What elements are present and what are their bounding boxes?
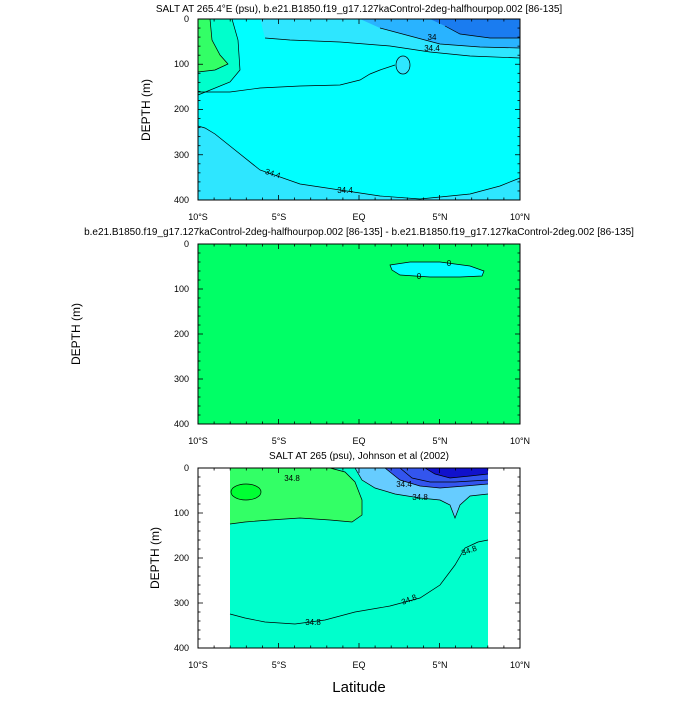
x-tick-label: 5°N bbox=[432, 660, 447, 670]
panel-1-y-axis-title: DEPTH (m) bbox=[139, 79, 153, 141]
x-tick-label: 10°N bbox=[510, 660, 530, 670]
y-tick-label: 400 bbox=[174, 419, 189, 429]
y-tick-label: 0 bbox=[184, 14, 189, 24]
y-tick-label: 200 bbox=[174, 329, 189, 339]
panel-2-contour bbox=[389, 261, 485, 278]
panel-3-contour-label: 34.8 bbox=[412, 493, 428, 502]
panel-1-fill-south-core bbox=[198, 19, 228, 72]
panel-3-title: SALT AT 265 (psu), Johnson et al (2002) bbox=[269, 451, 449, 462]
y-tick-label: 300 bbox=[174, 150, 189, 160]
panel-2-title: b.e21.B1850.f19_g17.127kaControl-2deg-ha… bbox=[84, 227, 634, 238]
panel-3-contour-label: 34.4 bbox=[396, 480, 412, 489]
panel-3-fill-salty bbox=[230, 468, 362, 524]
panel-3-contour-label: 34.8 bbox=[284, 474, 300, 483]
panel-2-ticks bbox=[197, 243, 521, 425]
panel-3-contours bbox=[229, 467, 489, 625]
panel-1-title: SALT AT 265.4°E (psu), b.e21.B1850.f19_g… bbox=[156, 4, 563, 15]
panel-1-contour-label: 34 bbox=[428, 33, 437, 42]
x-tick-label: 5°N bbox=[432, 436, 447, 446]
panel-3: SALT AT 265 (psu), Johnson et al (2002) … bbox=[148, 451, 530, 696]
panel-3-y-axis-title: DEPTH (m) bbox=[148, 527, 162, 589]
x-tick-label: 10°N bbox=[510, 436, 530, 446]
panel-3-contour-label: 34.8 bbox=[305, 618, 321, 627]
panel-1-fill-blob bbox=[396, 56, 410, 74]
panel-1-contours bbox=[197, 18, 521, 200]
panel-2-fill-anomaly bbox=[390, 262, 484, 277]
x-tick-label: 5°N bbox=[432, 212, 447, 222]
y-tick-label: 400 bbox=[174, 643, 189, 653]
panel-2-y-axis: 0 100 200 300 400 DEPTH (m) bbox=[69, 239, 189, 429]
y-tick-label: 100 bbox=[174, 508, 189, 518]
x-tick-label: EQ bbox=[352, 436, 365, 446]
x-tick-label: 5°S bbox=[272, 212, 287, 222]
panel-1-contour-label: 34.4 bbox=[337, 186, 353, 195]
x-tick-label: 10°S bbox=[188, 436, 208, 446]
panel-3-fill-core bbox=[231, 484, 261, 500]
x-tick-label: 10°N bbox=[510, 212, 530, 222]
panel-1-x-axis: 10°S 5°S EQ 5°N 10°N bbox=[188, 212, 530, 222]
y-tick-label: 400 bbox=[174, 195, 189, 205]
y-tick-label: 100 bbox=[174, 284, 189, 294]
panel-2-contour-label: 0 bbox=[417, 272, 422, 281]
y-tick-label: 0 bbox=[184, 463, 189, 473]
x-tick-label: 5°S bbox=[272, 660, 287, 670]
x-tick-label: 5°S bbox=[272, 436, 287, 446]
panel-1: SALT AT 265.4°E (psu), b.e21.B1850.f19_g… bbox=[139, 4, 562, 222]
y-tick-label: 200 bbox=[174, 553, 189, 563]
panel-1-fill-north-fresh bbox=[430, 19, 520, 38]
x-tick-label: 10°S bbox=[188, 660, 208, 670]
x-tick-label: EQ bbox=[352, 212, 365, 222]
panel-1-ticks bbox=[197, 18, 521, 201]
panel-3-x-axis: 10°S 5°S EQ 5°N 10°N bbox=[188, 660, 530, 670]
panel-2: b.e21.B1850.f19_g17.127kaControl-2deg-ha… bbox=[69, 227, 634, 446]
y-tick-label: 300 bbox=[174, 374, 189, 384]
panel-1-fill-deep bbox=[198, 126, 520, 200]
x-axis-title: Latitude bbox=[332, 679, 385, 696]
panel-1-contour-label: 34.4 bbox=[424, 44, 440, 53]
panel-3-ticks bbox=[197, 467, 521, 649]
y-tick-label: 300 bbox=[174, 598, 189, 608]
y-tick-label: 0 bbox=[184, 239, 189, 249]
panel-2-y-axis-title: DEPTH (m) bbox=[69, 303, 83, 365]
panel-2-contour-label: 0 bbox=[447, 259, 452, 268]
x-tick-label: 10°S bbox=[188, 212, 208, 222]
x-tick-label: EQ bbox=[352, 660, 365, 670]
panel-1-y-axis: 0 100 200 300 400 DEPTH (m) bbox=[139, 14, 189, 205]
y-tick-label: 100 bbox=[174, 59, 189, 69]
y-tick-label: 200 bbox=[174, 104, 189, 114]
panel-3-y-axis: 0 100 200 300 400 DEPTH (m) bbox=[148, 463, 189, 653]
panel-2-x-axis: 10°S 5°S EQ 5°N 10°N bbox=[188, 436, 530, 446]
